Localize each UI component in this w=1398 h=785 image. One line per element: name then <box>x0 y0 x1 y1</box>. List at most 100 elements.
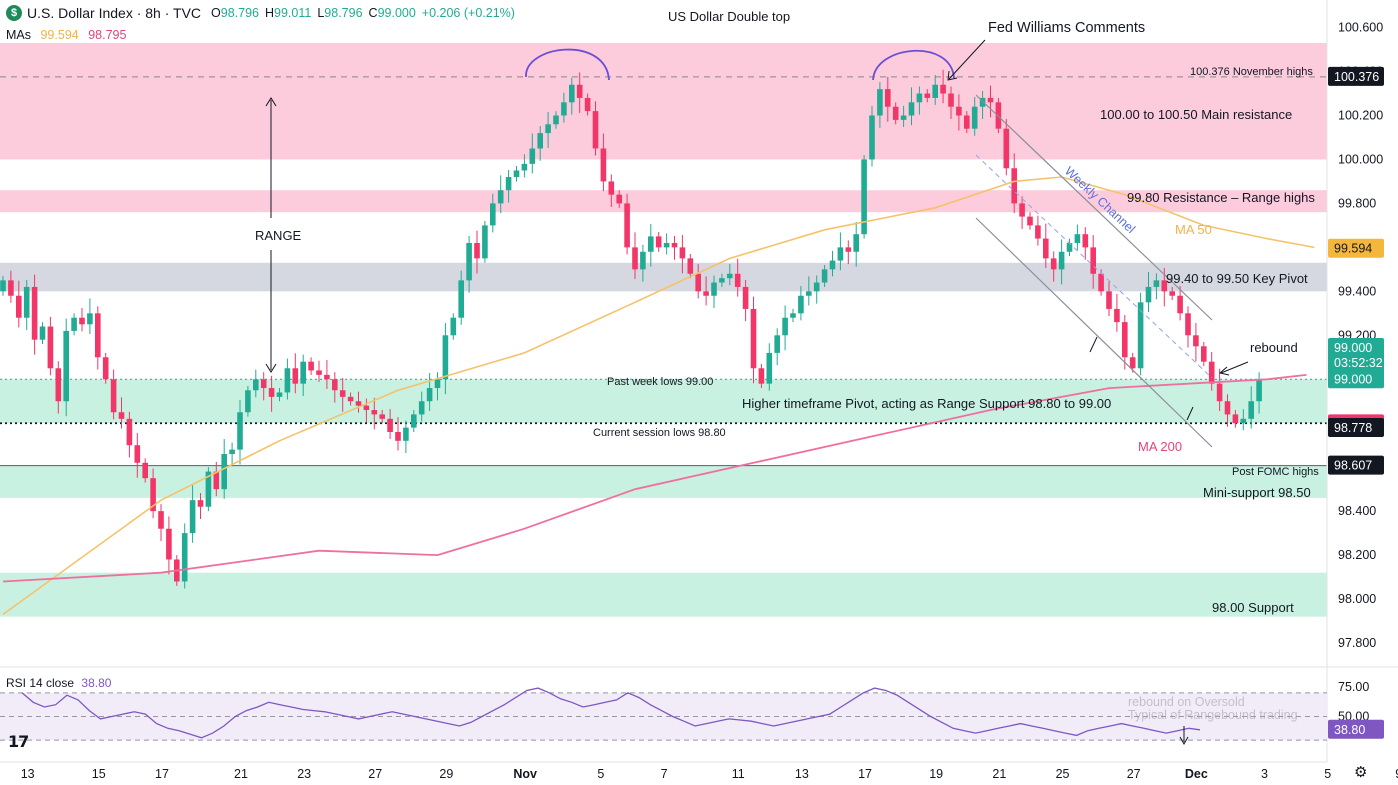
candle-body <box>1201 346 1207 362</box>
candle-body <box>1011 168 1017 204</box>
candle-body <box>490 203 496 226</box>
channel-touch-arrow <box>1089 336 1098 353</box>
current-price-box <box>1328 338 1384 372</box>
candle-body <box>1216 383 1223 402</box>
candle <box>995 97 1002 134</box>
candle-body <box>553 115 559 125</box>
candle <box>774 328 780 366</box>
candle <box>134 432 141 478</box>
candle-body <box>79 317 85 325</box>
candle <box>63 318 69 417</box>
price-badge <box>1328 66 1384 86</box>
candle <box>245 385 251 417</box>
candle <box>861 155 867 239</box>
candle <box>1074 224 1081 251</box>
candle-body <box>395 432 401 441</box>
price-badge-label: 100.376 <box>1334 70 1379 84</box>
candle <box>671 235 678 260</box>
candle <box>892 102 899 125</box>
zone-resistance <box>0 42 1327 160</box>
candle <box>513 166 520 182</box>
candle <box>1043 223 1049 269</box>
candle-body <box>292 368 299 384</box>
candle <box>798 286 804 321</box>
candle <box>853 221 859 267</box>
candle-body <box>110 379 117 413</box>
candle <box>95 306 101 370</box>
candle-body <box>600 148 607 182</box>
candle-body <box>339 390 346 397</box>
candle <box>1248 386 1254 429</box>
candle <box>1193 322 1199 362</box>
candle-body <box>648 236 654 252</box>
candle <box>55 361 62 414</box>
price-axis-tick: 98.400 <box>1338 504 1376 518</box>
price-badge <box>1328 238 1384 258</box>
candle-body <box>450 317 457 336</box>
candle <box>655 231 662 252</box>
time-axis-tick: 17 <box>155 767 169 781</box>
candle <box>600 133 607 192</box>
candle <box>766 343 773 391</box>
symbol-title[interactable]: U.S. Dollar Index · 8h · TVC <box>27 5 202 21</box>
key-pivot-label: 99.40 to 99.50 Key Pivot <box>1166 271 1308 286</box>
candle <box>877 82 883 128</box>
candle-body <box>442 335 449 380</box>
candle <box>806 276 812 306</box>
candle <box>316 360 322 382</box>
candle-body <box>0 280 6 292</box>
candle-body <box>142 462 148 479</box>
candle <box>1240 409 1247 431</box>
candle <box>1177 286 1183 321</box>
candle-body <box>790 313 796 318</box>
rsi-legend-label: RSI 14 close <box>6 676 75 690</box>
candle-body <box>561 102 567 116</box>
ma200-label: MA 200 <box>1138 439 1182 454</box>
candle <box>1035 215 1041 246</box>
channel-mid-line <box>975 154 1213 379</box>
candle <box>790 308 796 323</box>
candle <box>529 133 536 174</box>
candle-body <box>671 242 678 248</box>
candle <box>576 72 583 113</box>
candle-body <box>126 418 133 446</box>
range-arrow-up-head <box>265 97 277 107</box>
candle <box>987 85 994 118</box>
candle <box>1090 235 1096 289</box>
candle-body <box>95 313 101 358</box>
candle-body <box>213 471 220 490</box>
settings-gear-icon[interactable]: ⚙ <box>1354 764 1368 781</box>
candle <box>1153 273 1160 300</box>
candle <box>458 270 464 325</box>
symbol-row[interactable]: $ U.S. Dollar Index · 8h · TVC O98.796 H9… <box>6 5 521 21</box>
candle <box>561 92 567 123</box>
candle <box>442 322 449 395</box>
candle-body <box>1185 313 1191 336</box>
candle <box>300 354 306 396</box>
candle <box>418 391 425 422</box>
candle-body <box>150 478 156 512</box>
candle-body <box>1169 291 1175 296</box>
candle <box>734 258 741 297</box>
candle-body <box>900 115 907 120</box>
candle-body <box>1122 322 1128 358</box>
candle-body <box>505 177 512 191</box>
candle-body <box>711 282 717 296</box>
candle-body <box>1193 335 1199 347</box>
candle <box>158 504 164 542</box>
candle <box>1114 293 1120 332</box>
candle <box>971 97 978 136</box>
double-top-arc-right <box>872 49 955 81</box>
candle-body <box>932 84 938 98</box>
tradingview-logo-icon: 𝟭𝟳 <box>8 734 29 751</box>
double-top-arc-left <box>525 48 610 81</box>
candle-body <box>1066 242 1073 252</box>
time-axis-tick: Nov <box>513 767 537 781</box>
candle-body <box>253 379 259 391</box>
candle-body <box>23 286 30 318</box>
candle-body <box>71 317 77 331</box>
candle <box>181 523 188 589</box>
ma-legend[interactable]: MAs 99.594 98.795 <box>6 28 126 42</box>
rsi-legend[interactable]: RSI 14 close 38.80 <box>6 676 111 690</box>
